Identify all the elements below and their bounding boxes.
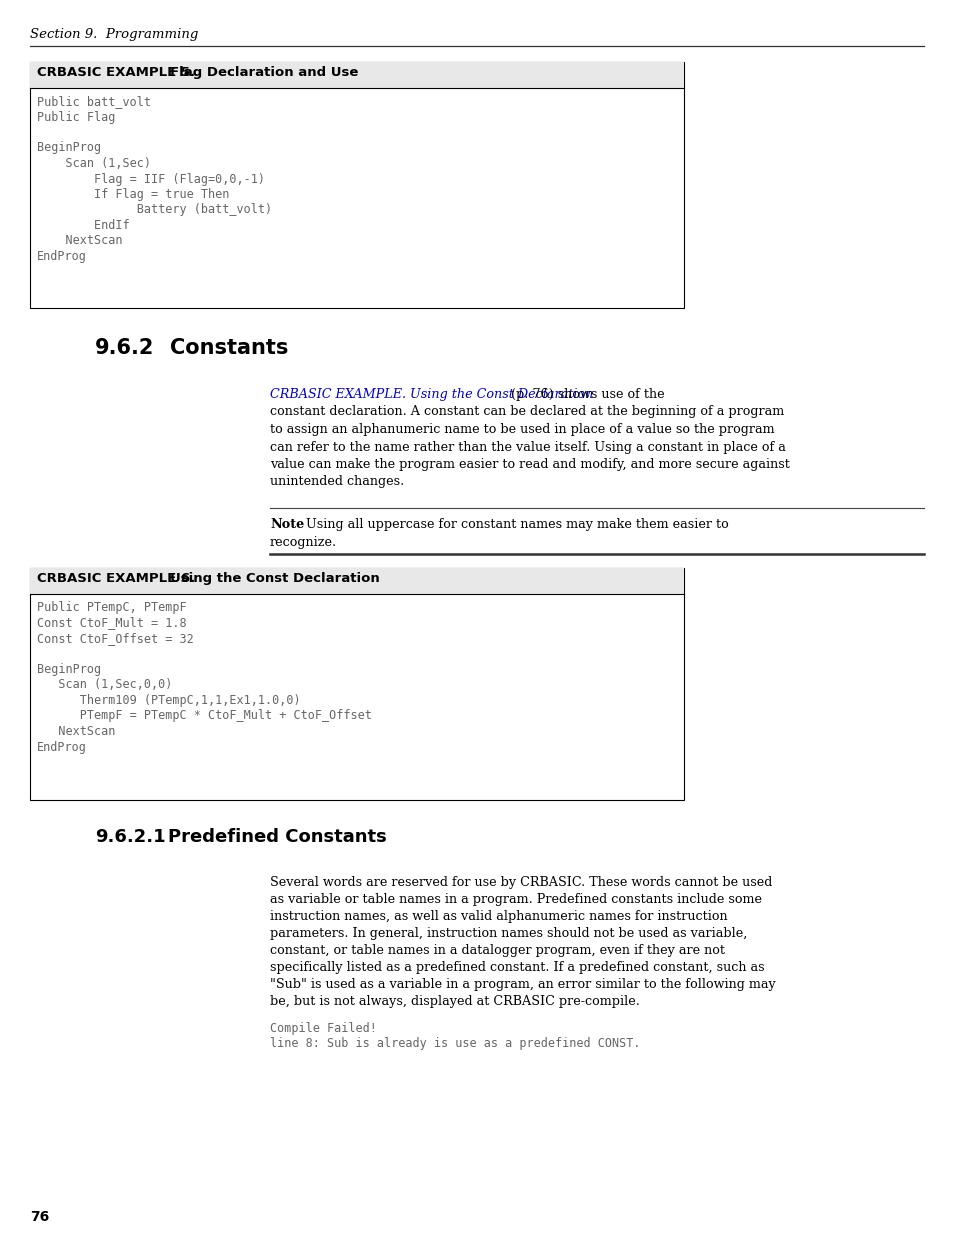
Text: Public Flag: Public Flag — [37, 110, 115, 124]
Text: Compile Failed!: Compile Failed! — [270, 1023, 376, 1035]
Text: line 8: Sub is already is use as a predefined CONST.: line 8: Sub is already is use as a prede… — [270, 1037, 639, 1051]
Text: Flag Declaration and Use: Flag Declaration and Use — [170, 65, 358, 79]
Text: as variable or table names in a program. Predefined constants include some: as variable or table names in a program.… — [270, 893, 761, 906]
Text: Predefined Constants: Predefined Constants — [168, 827, 386, 846]
Bar — [30, 568, 683, 800]
Text: can refer to the name rather than the value itself. Using a constant in place of: can refer to the name rather than the va… — [270, 441, 785, 453]
Text: PTempF = PTempC * CtoF_Mult + CtoF_Offset: PTempF = PTempC * CtoF_Mult + CtoF_Offse… — [37, 709, 372, 722]
Text: Constants: Constants — [170, 338, 288, 358]
Text: recognize.: recognize. — [270, 536, 336, 550]
Text: specifically listed as a predefined constant. If a predefined constant, such as: specifically listed as a predefined cons… — [270, 961, 763, 974]
Bar — [30, 62, 683, 88]
Bar — [30, 62, 683, 308]
Text: value can make the program easier to read and modify, and more secure against: value can make the program easier to rea… — [270, 458, 789, 471]
Text: instruction names, as well as valid alphanumeric names for instruction: instruction names, as well as valid alph… — [270, 910, 727, 923]
Text: Public batt_volt: Public batt_volt — [37, 95, 151, 107]
Text: "Sub" is used as a variable in a program, an error similar to the following may: "Sub" is used as a variable in a program… — [270, 978, 775, 990]
Text: Scan (1,Sec,0,0): Scan (1,Sec,0,0) — [37, 678, 172, 692]
Text: EndProg: EndProg — [37, 741, 87, 753]
Text: If Flag = true Then: If Flag = true Then — [37, 188, 229, 201]
Text: NextScan: NextScan — [37, 235, 122, 247]
Text: parameters. In general, instruction names should not be used as variable,: parameters. In general, instruction name… — [270, 927, 746, 940]
Text: constant declaration. A constant can be declared at the beginning of a program: constant declaration. A constant can be … — [270, 405, 783, 419]
Text: CRBASIC EXAMPLE 6.: CRBASIC EXAMPLE 6. — [37, 572, 195, 585]
Text: Const CtoF_Mult = 1.8: Const CtoF_Mult = 1.8 — [37, 616, 187, 630]
Text: (p. 76) shows use of the: (p. 76) shows use of the — [506, 388, 664, 401]
Text: Using the Const Declaration: Using the Const Declaration — [170, 572, 379, 585]
Text: CRBASIC EXAMPLE. Using the Const Declaration: CRBASIC EXAMPLE. Using the Const Declara… — [270, 388, 593, 401]
Bar — [30, 568, 683, 594]
Text: Several words are reserved for use by CRBASIC. These words cannot be used: Several words are reserved for use by CR… — [270, 876, 772, 889]
Text: EndIf: EndIf — [37, 219, 130, 232]
Text: be, but is not always, displayed at CRBASIC pre-compile.: be, but is not always, displayed at CRBA… — [270, 995, 639, 1008]
Text: CRBASIC EXAMPLE 5.: CRBASIC EXAMPLE 5. — [37, 65, 195, 79]
Text: Note: Note — [270, 517, 304, 531]
Text: 76: 76 — [30, 1210, 50, 1224]
Text: unintended changes.: unintended changes. — [270, 475, 404, 489]
Text: NextScan: NextScan — [37, 725, 115, 739]
Text: BeginProg: BeginProg — [37, 142, 101, 154]
Text: 9.6.2.1: 9.6.2.1 — [95, 827, 166, 846]
Text: Scan (1,Sec): Scan (1,Sec) — [37, 157, 151, 170]
Text: Const CtoF_Offset = 32: Const CtoF_Offset = 32 — [37, 632, 193, 645]
Text: BeginProg: BeginProg — [37, 663, 101, 676]
Text: Section 9.  Programming: Section 9. Programming — [30, 28, 198, 41]
Text: EndProg: EndProg — [37, 249, 87, 263]
Text: Using all uppercase for constant names may make them easier to: Using all uppercase for constant names m… — [297, 517, 728, 531]
Text: Battery (batt_volt): Battery (batt_volt) — [37, 204, 272, 216]
Text: Public PTempC, PTempF: Public PTempC, PTempF — [37, 601, 187, 614]
Text: Therm109 (PTempC,1,1,Ex1,1.0,0): Therm109 (PTempC,1,1,Ex1,1.0,0) — [37, 694, 300, 706]
Text: 9.6.2: 9.6.2 — [95, 338, 154, 358]
Text: Flag = IIF (Flag=0,0,-1): Flag = IIF (Flag=0,0,-1) — [37, 173, 265, 185]
Text: to assign an alphanumeric name to be used in place of a value so the program: to assign an alphanumeric name to be use… — [270, 424, 774, 436]
Text: constant, or table names in a datalogger program, even if they are not: constant, or table names in a datalogger… — [270, 944, 724, 957]
